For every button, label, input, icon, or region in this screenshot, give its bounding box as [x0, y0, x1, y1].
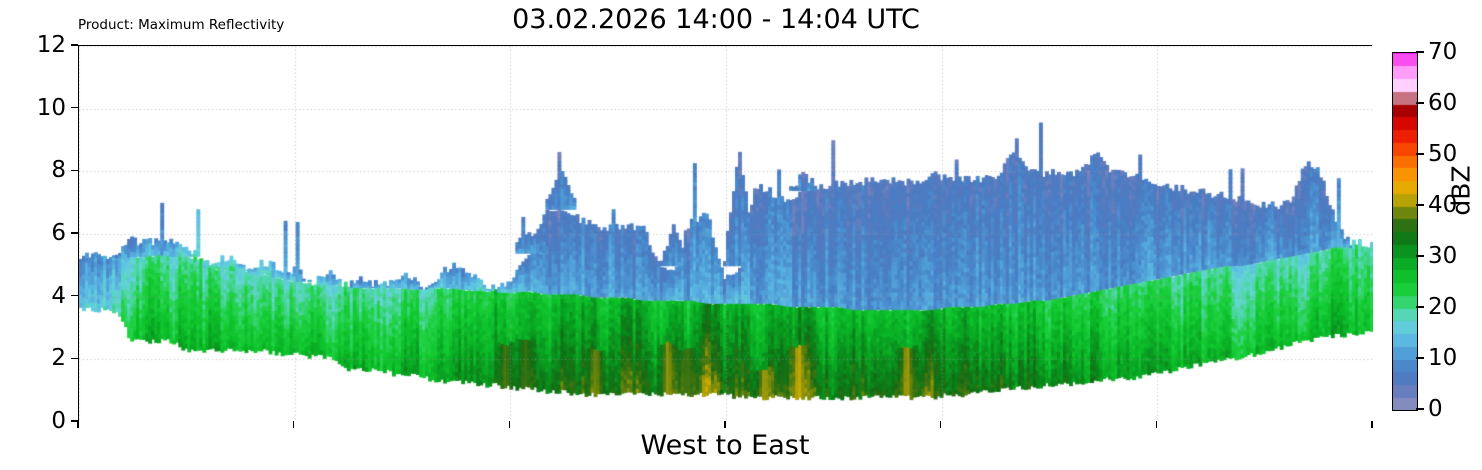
y-tick-mark — [71, 169, 78, 172]
x-tick-mark — [724, 421, 726, 428]
colorbar-tick-label: 20 — [1428, 294, 1458, 320]
product-annotation: Product: Maximum Reflectivity — [78, 17, 285, 33]
reflectivity-heatmap-canvas — [79, 46, 1373, 422]
colorbar-tick-mark — [1416, 357, 1424, 359]
colorbar-tick-mark — [1416, 102, 1424, 104]
x-tick-mark — [292, 421, 295, 428]
colorbar-tick-mark — [1416, 51, 1424, 53]
x-tick-mark — [1155, 421, 1158, 428]
colorbar-tick-label: 0 — [1428, 396, 1443, 422]
colorbar-tick-mark — [1416, 306, 1424, 308]
colorbar-gradient — [1392, 52, 1418, 411]
colorbar-tick-label: 70 — [1428, 39, 1458, 65]
page-title: 03.02.2026 14:00 - 14:04 UTC — [512, 4, 920, 35]
colorbar-tick-mark — [1416, 408, 1424, 410]
y-axis-label: km AMSL — [0, 100, 5, 234]
colorbar — [1392, 52, 1418, 411]
y-tick-mark — [71, 106, 78, 109]
colorbar-tick-label: 10 — [1428, 345, 1458, 371]
colorbar-tick-label: 60 — [1428, 90, 1458, 116]
x-tick-mark — [508, 421, 511, 428]
y-tick-label: 8 — [51, 157, 66, 184]
colorbar-tick-mark — [1416, 255, 1424, 257]
colorbar-tick-mark — [1416, 204, 1424, 206]
y-tick-mark — [71, 420, 78, 422]
y-tick-label: 4 — [51, 282, 66, 309]
plot-area — [78, 45, 1373, 422]
y-tick-label: 2 — [51, 345, 66, 372]
colorbar-title: dBZ — [1446, 165, 1476, 216]
x-axis-label: West to East — [640, 430, 810, 461]
y-tick-mark — [71, 232, 78, 234]
y-tick-mark — [71, 294, 78, 297]
x-tick-mark — [939, 421, 942, 428]
colorbar-tick-label: 30 — [1428, 243, 1458, 269]
colorbar-tick-label: 50 — [1428, 141, 1458, 167]
y-tick-mark — [71, 357, 78, 360]
y-tick-label: 12 — [36, 32, 66, 58]
y-tick-label: 10 — [36, 94, 66, 121]
x-tick-mark — [1371, 421, 1373, 428]
y-tick-label: 0 — [51, 408, 66, 434]
colorbar-tick-label: 40 — [1428, 192, 1458, 218]
colorbar-tick-mark — [1416, 153, 1424, 155]
y-tick-label: 6 — [51, 220, 66, 246]
y-tick-mark — [71, 44, 78, 46]
x-tick-mark — [77, 421, 79, 428]
